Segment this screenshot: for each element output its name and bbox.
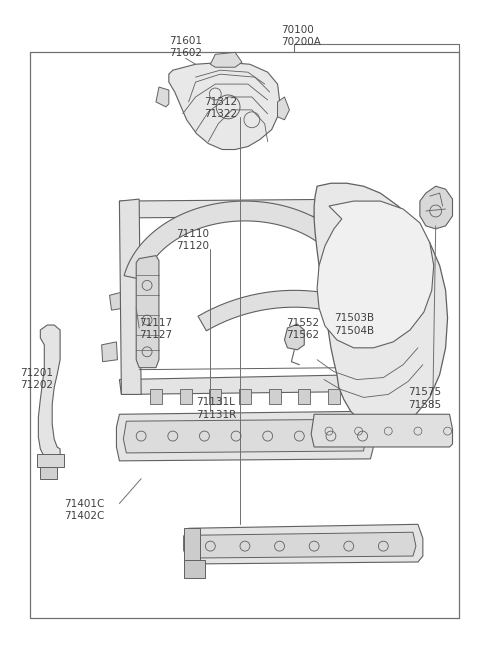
Polygon shape (102, 342, 118, 362)
Polygon shape (210, 52, 242, 67)
Text: 71110
71120: 71110 71120 (176, 229, 209, 252)
Polygon shape (420, 186, 453, 229)
Polygon shape (209, 390, 221, 404)
Polygon shape (184, 560, 205, 578)
Text: 71131L
71131R: 71131L 71131R (196, 398, 237, 420)
Polygon shape (277, 97, 289, 120)
Polygon shape (180, 390, 192, 404)
Text: 71401C
71402C: 71401C 71402C (64, 498, 105, 521)
Polygon shape (123, 419, 367, 453)
Polygon shape (124, 201, 366, 280)
Polygon shape (328, 390, 340, 404)
Polygon shape (117, 411, 373, 461)
Polygon shape (349, 199, 371, 394)
Polygon shape (311, 414, 453, 447)
Text: 71503B
71504B: 71503B 71504B (334, 313, 374, 335)
Polygon shape (198, 290, 418, 348)
Text: 71201
71202: 71201 71202 (21, 367, 54, 390)
Polygon shape (317, 201, 434, 348)
Polygon shape (169, 62, 279, 149)
Polygon shape (120, 199, 141, 394)
Polygon shape (184, 529, 201, 564)
Text: 71117
71127: 71117 71127 (139, 318, 172, 341)
Polygon shape (37, 454, 64, 467)
Polygon shape (40, 467, 57, 479)
Polygon shape (314, 183, 447, 429)
Polygon shape (109, 292, 123, 310)
Text: 71312
71322: 71312 71322 (204, 97, 238, 119)
Text: 71575
71585: 71575 71585 (408, 388, 441, 410)
Polygon shape (136, 255, 159, 367)
Polygon shape (150, 390, 162, 404)
Polygon shape (184, 524, 423, 564)
Text: 71601
71602: 71601 71602 (169, 36, 202, 58)
Polygon shape (269, 390, 280, 404)
Polygon shape (156, 87, 169, 107)
Polygon shape (285, 324, 304, 350)
Text: 71552
71562: 71552 71562 (287, 318, 320, 341)
Polygon shape (298, 390, 310, 404)
Polygon shape (120, 199, 369, 218)
Polygon shape (192, 533, 416, 558)
Polygon shape (120, 375, 369, 394)
Polygon shape (38, 325, 60, 461)
Polygon shape (239, 390, 251, 404)
Text: 70100
70200A: 70100 70200A (281, 25, 322, 47)
